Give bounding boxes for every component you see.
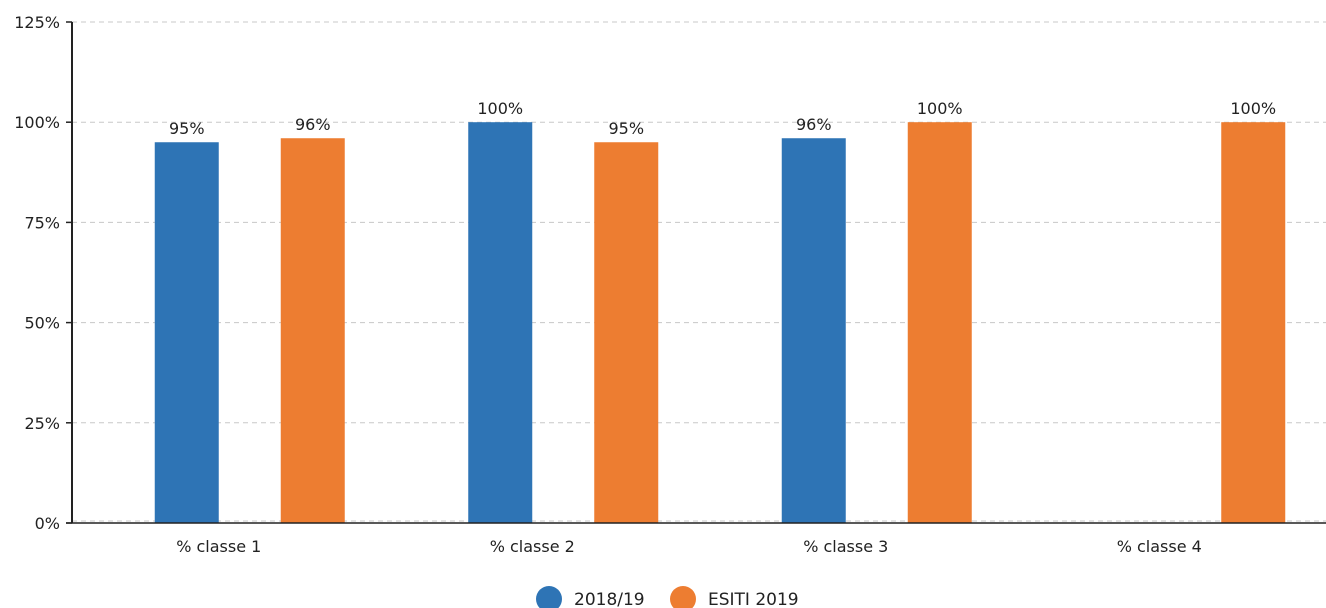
bar <box>781 138 846 523</box>
data-label: 95% <box>169 119 205 138</box>
data-label: 100% <box>477 99 523 118</box>
bar <box>154 142 219 524</box>
x-tick-label: % classe 2 <box>490 537 575 556</box>
y-tick-label: 0% <box>35 514 60 533</box>
axes: 0% 25% 50% 75% 100% 125% % classe 1 % classe 2%… <box>14 13 1326 556</box>
legend: 2018/19 ESITI 2019 <box>536 586 799 608</box>
x-tick-label: % classe 1 <box>176 537 261 556</box>
bar <box>468 122 533 523</box>
x-tick-label: % classe 4 <box>1117 537 1202 556</box>
bar <box>1221 122 1286 523</box>
bars <box>154 122 1286 524</box>
legend-marker <box>670 586 696 608</box>
data-label: 96% <box>796 115 832 134</box>
y-tick-label: 75% <box>24 213 60 232</box>
data-labels: 95% 100% 96% 96% 95% 100% 100% <box>169 99 1276 138</box>
legend-marker <box>536 586 562 608</box>
data-label: 95% <box>608 119 644 138</box>
y-tick-label: 50% <box>24 314 60 333</box>
bar <box>907 122 972 523</box>
data-label: 100% <box>1230 99 1276 118</box>
y-tick-label: 100% <box>14 113 60 132</box>
y-tick-label: 25% <box>24 414 60 433</box>
gridlines <box>72 21 1326 522</box>
data-label: 96% <box>295 115 331 134</box>
y-tick-label: 125% <box>14 13 60 32</box>
bar <box>594 142 659 524</box>
bar <box>280 138 345 523</box>
legend-label: ESITI 2019 <box>708 590 799 608</box>
x-tick-label: % classe 3 <box>803 537 888 556</box>
legend-label: 2018/19 <box>574 590 645 608</box>
data-label: 100% <box>917 99 963 118</box>
